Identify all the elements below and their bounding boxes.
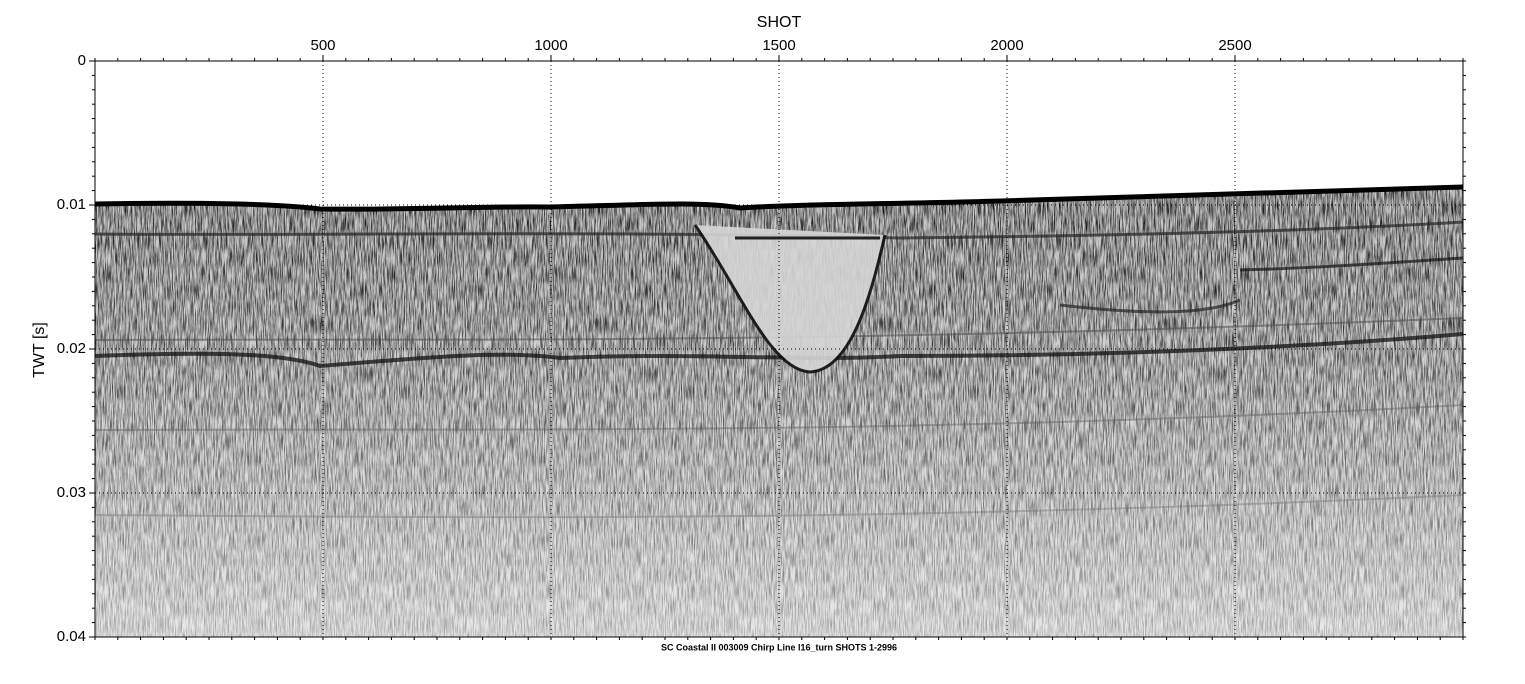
x-tick-label: 2500: [1218, 37, 1251, 54]
x-tick-label: 2000: [990, 37, 1023, 54]
x-tick-label: 1000: [534, 37, 567, 54]
y-tick-label: 0.02: [57, 340, 86, 357]
y-tick-label: 0.01: [57, 196, 86, 213]
x-tick-label: 500: [310, 37, 335, 54]
y-tick-label: 0: [78, 52, 86, 69]
x-axis-title: SHOT: [757, 14, 802, 31]
x-tick-label: 1500: [762, 37, 795, 54]
seafloor-reflector: [94, 184, 1464, 212]
chart-title: SC Coastal II 003009 Chirp Line l16_turn…: [661, 642, 897, 652]
y-tick-label: 0.04: [57, 628, 86, 645]
y-axis-title: TWT [s]: [31, 322, 48, 378]
y-tick-label: 0.03: [57, 484, 86, 501]
